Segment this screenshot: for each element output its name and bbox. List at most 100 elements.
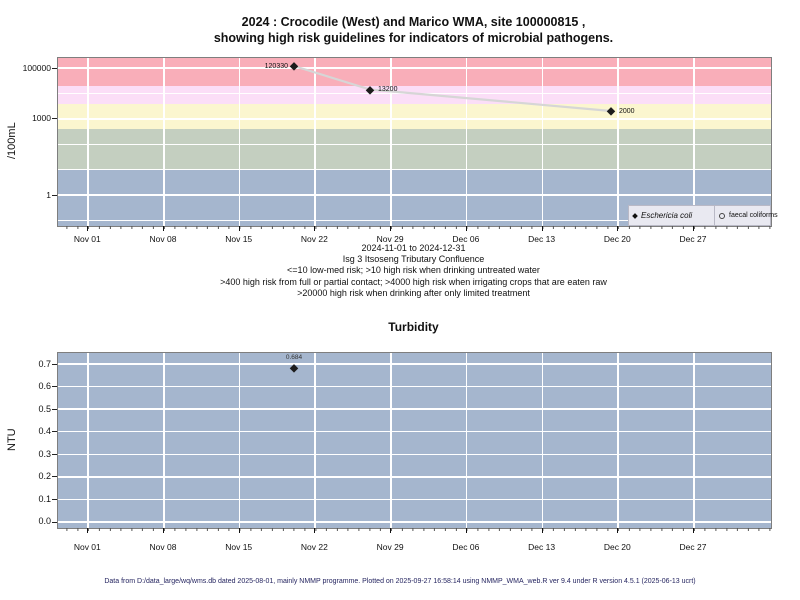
y-tick — [52, 118, 57, 120]
annotation-risk-2: >400 high risk from full or partial cont… — [220, 276, 607, 287]
y-tick — [52, 363, 57, 365]
gridline — [58, 453, 771, 455]
y-tick — [52, 476, 57, 478]
point-label: 2000 — [619, 107, 635, 115]
turbidity-title: Turbidity — [388, 320, 439, 334]
x-tick-label: Dec 13 — [528, 234, 556, 244]
x-tick — [163, 226, 164, 231]
gridline — [465, 353, 468, 528]
x-tick — [465, 528, 467, 533]
gridline — [617, 58, 619, 226]
x-tick-label: Dec 27 — [679, 542, 707, 552]
x-tick — [541, 528, 543, 533]
y-tick-label: 0.6 — [38, 381, 51, 391]
gridline — [58, 476, 771, 478]
microbial-plot-area: 120330 13200 2000 100000 1000 1 Escheric… — [23, 57, 778, 244]
x-tick — [693, 528, 694, 533]
gridline — [163, 353, 165, 528]
gridline — [693, 353, 695, 528]
annotation-date-range: 2024-11-01 to 2024-12-31 — [361, 243, 466, 253]
y-tick-label: 1 — [46, 189, 51, 200]
y-tick — [52, 453, 57, 455]
gridline — [541, 58, 544, 226]
gridline — [465, 58, 468, 226]
y-tick-label: 0.5 — [38, 403, 51, 414]
gridline — [617, 353, 619, 528]
open-circle-icon — [719, 212, 725, 219]
risk-band-400-4000 — [58, 103, 771, 129]
top-x-axis-ticks — [58, 226, 771, 231]
x-tick-label: Nov 15 — [225, 234, 253, 244]
x-tick-label: Dec 20 — [603, 234, 631, 244]
legend-item-faecal-coliforms: faecal coliforms — [715, 205, 778, 226]
turbidity-plot-area: 0.684 0.7 0.6 0.5 0.4 0.3 0.2 0.1 0.0 — [38, 352, 772, 552]
x-tick-label: Dec 06 — [452, 542, 480, 552]
x-tick-label: Nov 29 — [376, 542, 404, 552]
x-tick-label: Nov 01 — [73, 542, 101, 552]
minor-ticks — [58, 226, 771, 229]
top-y-axis-title: /100mL — [6, 122, 18, 160]
legend: Eschericia coli faecal coliforms — [628, 205, 778, 226]
x-tick-label: Nov 08 — [149, 234, 177, 244]
x-tick-label: Nov 22 — [300, 234, 328, 244]
footer-provenance: Data from D:/data_large/wq/wms.db dated … — [104, 578, 696, 585]
gridline — [58, 194, 771, 196]
gridline — [314, 353, 316, 528]
point-label: 120330 — [264, 62, 288, 70]
x-tick — [693, 226, 694, 231]
gridline — [238, 353, 241, 528]
x-tick — [390, 226, 392, 231]
turbidity-point-1 — [290, 363, 298, 372]
gridline — [58, 363, 771, 365]
x-tick-label: Dec 13 — [528, 542, 556, 552]
y-tick — [52, 408, 57, 410]
x-tick — [617, 226, 619, 231]
x-tick-label: Dec 27 — [679, 234, 707, 244]
y-tick — [52, 431, 57, 433]
legend-label: faecal coliforms — [729, 212, 778, 219]
y-tick — [52, 67, 57, 69]
x-tick-label: Nov 15 — [225, 542, 253, 552]
gridline — [58, 430, 771, 433]
x-tick-label: Dec 06 — [452, 234, 480, 244]
ecoli-series-line — [292, 64, 613, 113]
legend-item-ecoli: Eschericia coli — [628, 205, 715, 226]
x-tick — [238, 226, 240, 231]
x-tick — [163, 528, 164, 533]
y-tick — [52, 194, 57, 196]
gridline — [238, 58, 241, 226]
gridline — [58, 385, 771, 388]
gridline — [58, 408, 771, 410]
risk-band-4000-20000 — [58, 86, 771, 104]
y-tick — [52, 386, 57, 388]
gridline — [693, 58, 695, 226]
annotation-risk-1: <=10 low-med risk; >10 high risk when dr… — [287, 265, 540, 275]
x-tick-label: Nov 01 — [73, 234, 101, 244]
annotation-site-name: Isg 3 Itsoseng Tributary Confluence — [342, 254, 485, 264]
x-tick — [465, 226, 467, 231]
x-tick — [314, 528, 316, 533]
gridline — [58, 67, 771, 69]
page-title: 2024 : Crocodile (West) and Marico WMA, … — [57, 14, 770, 46]
y-tick-label: 0.7 — [38, 358, 51, 369]
gridline — [541, 353, 544, 528]
gridline — [163, 58, 165, 226]
y-tick-label: 0.3 — [38, 448, 51, 459]
gridline — [58, 118, 771, 120]
x-tick-label: Nov 29 — [376, 234, 404, 244]
point-label: 0.684 — [285, 354, 303, 361]
x-tick-label: Nov 08 — [149, 542, 177, 552]
y-tick-label: 1000 — [32, 113, 51, 123]
gridline — [390, 353, 392, 528]
y-tick-label: 0.0 — [38, 516, 51, 526]
gridline — [58, 219, 771, 222]
x-tick — [541, 226, 543, 231]
y-tick-label: 0.4 — [38, 426, 51, 436]
y-tick-label: 100000 — [22, 62, 51, 73]
y-tick-label: 0.2 — [38, 471, 51, 481]
gridline — [58, 498, 771, 501]
risk-band-gt20000 — [58, 58, 771, 86]
annotation-risk-3: >20000 high risk when drinking after onl… — [297, 288, 530, 298]
title-line-1: 2024 : Crocodile (West) and Marico WMA, … — [241, 15, 586, 29]
x-tick — [87, 226, 89, 231]
